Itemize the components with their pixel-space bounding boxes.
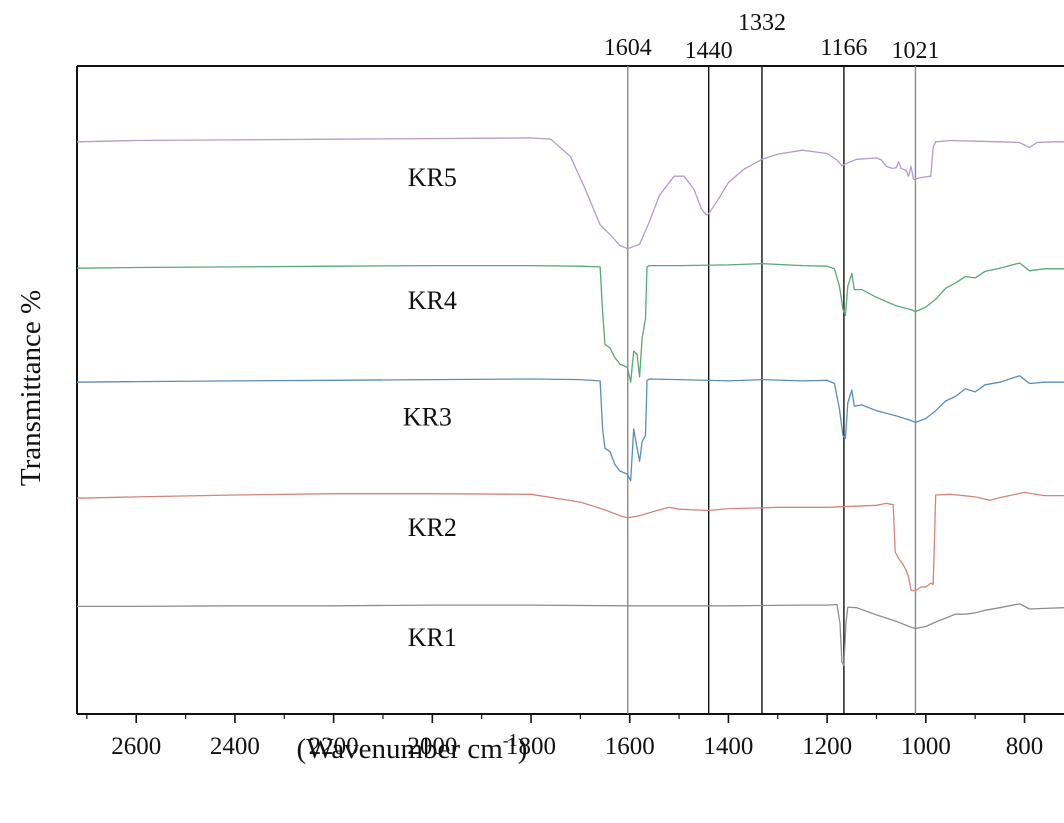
series-label-kr1: KR1	[408, 623, 457, 652]
series-label-kr4: KR4	[408, 286, 457, 315]
x-tick-label-1400: 1400	[703, 733, 753, 760]
series-labels: KR5 KR4 KR3 KR2 KR1	[403, 163, 457, 652]
series-line-kr2	[76, 491, 1064, 592]
series-line-kr5	[76, 137, 1064, 250]
x-tick-label-2200: 2200	[309, 733, 359, 760]
series-label-kr3: KR3	[403, 403, 452, 432]
peak-label-1021: 1021	[891, 38, 939, 64]
series-label-kr2: KR2	[408, 513, 457, 542]
x-tick-label-800: 800	[1006, 733, 1044, 760]
x-axis-title-text: (Wavenumber cm	[297, 733, 504, 765]
x-tick-label-1000: 1000	[901, 733, 951, 760]
peak-label-1332: 1332	[738, 10, 786, 36]
x-tick-label-1600: 1600	[605, 733, 655, 760]
x-axis-title-close: )	[518, 733, 528, 765]
x-tick-label-2600: 2600	[111, 733, 161, 760]
x-axis-title-superscript: -1	[503, 730, 518, 750]
x-tick-label-1800: 1800	[506, 733, 556, 760]
series-label-kr5: KR5	[408, 163, 457, 192]
peak-label-1440: 1440	[685, 38, 733, 64]
x-tick-label-2000: 2000	[407, 733, 457, 760]
series-layer	[76, 137, 1064, 667]
series-line-kr4	[76, 262, 1064, 383]
series-line-kr3	[76, 375, 1064, 482]
reference-lines	[627, 66, 917, 714]
series-line-kr1	[77, 603, 1064, 667]
x-axis: 2600 2400 2200 2000 1800 1600 1400 1200 1000 800	[86, 714, 1044, 760]
x-tick-label-2400: 2400	[210, 733, 260, 760]
peak-label-1166: 1166	[820, 35, 867, 61]
y-axis-title: Transmittance %	[15, 290, 47, 486]
x-tick-label-1200: 1200	[802, 733, 852, 760]
x-axis-title: (Wavenumber cm-1)	[297, 730, 528, 765]
peak-label-1604: 1604	[604, 35, 652, 61]
